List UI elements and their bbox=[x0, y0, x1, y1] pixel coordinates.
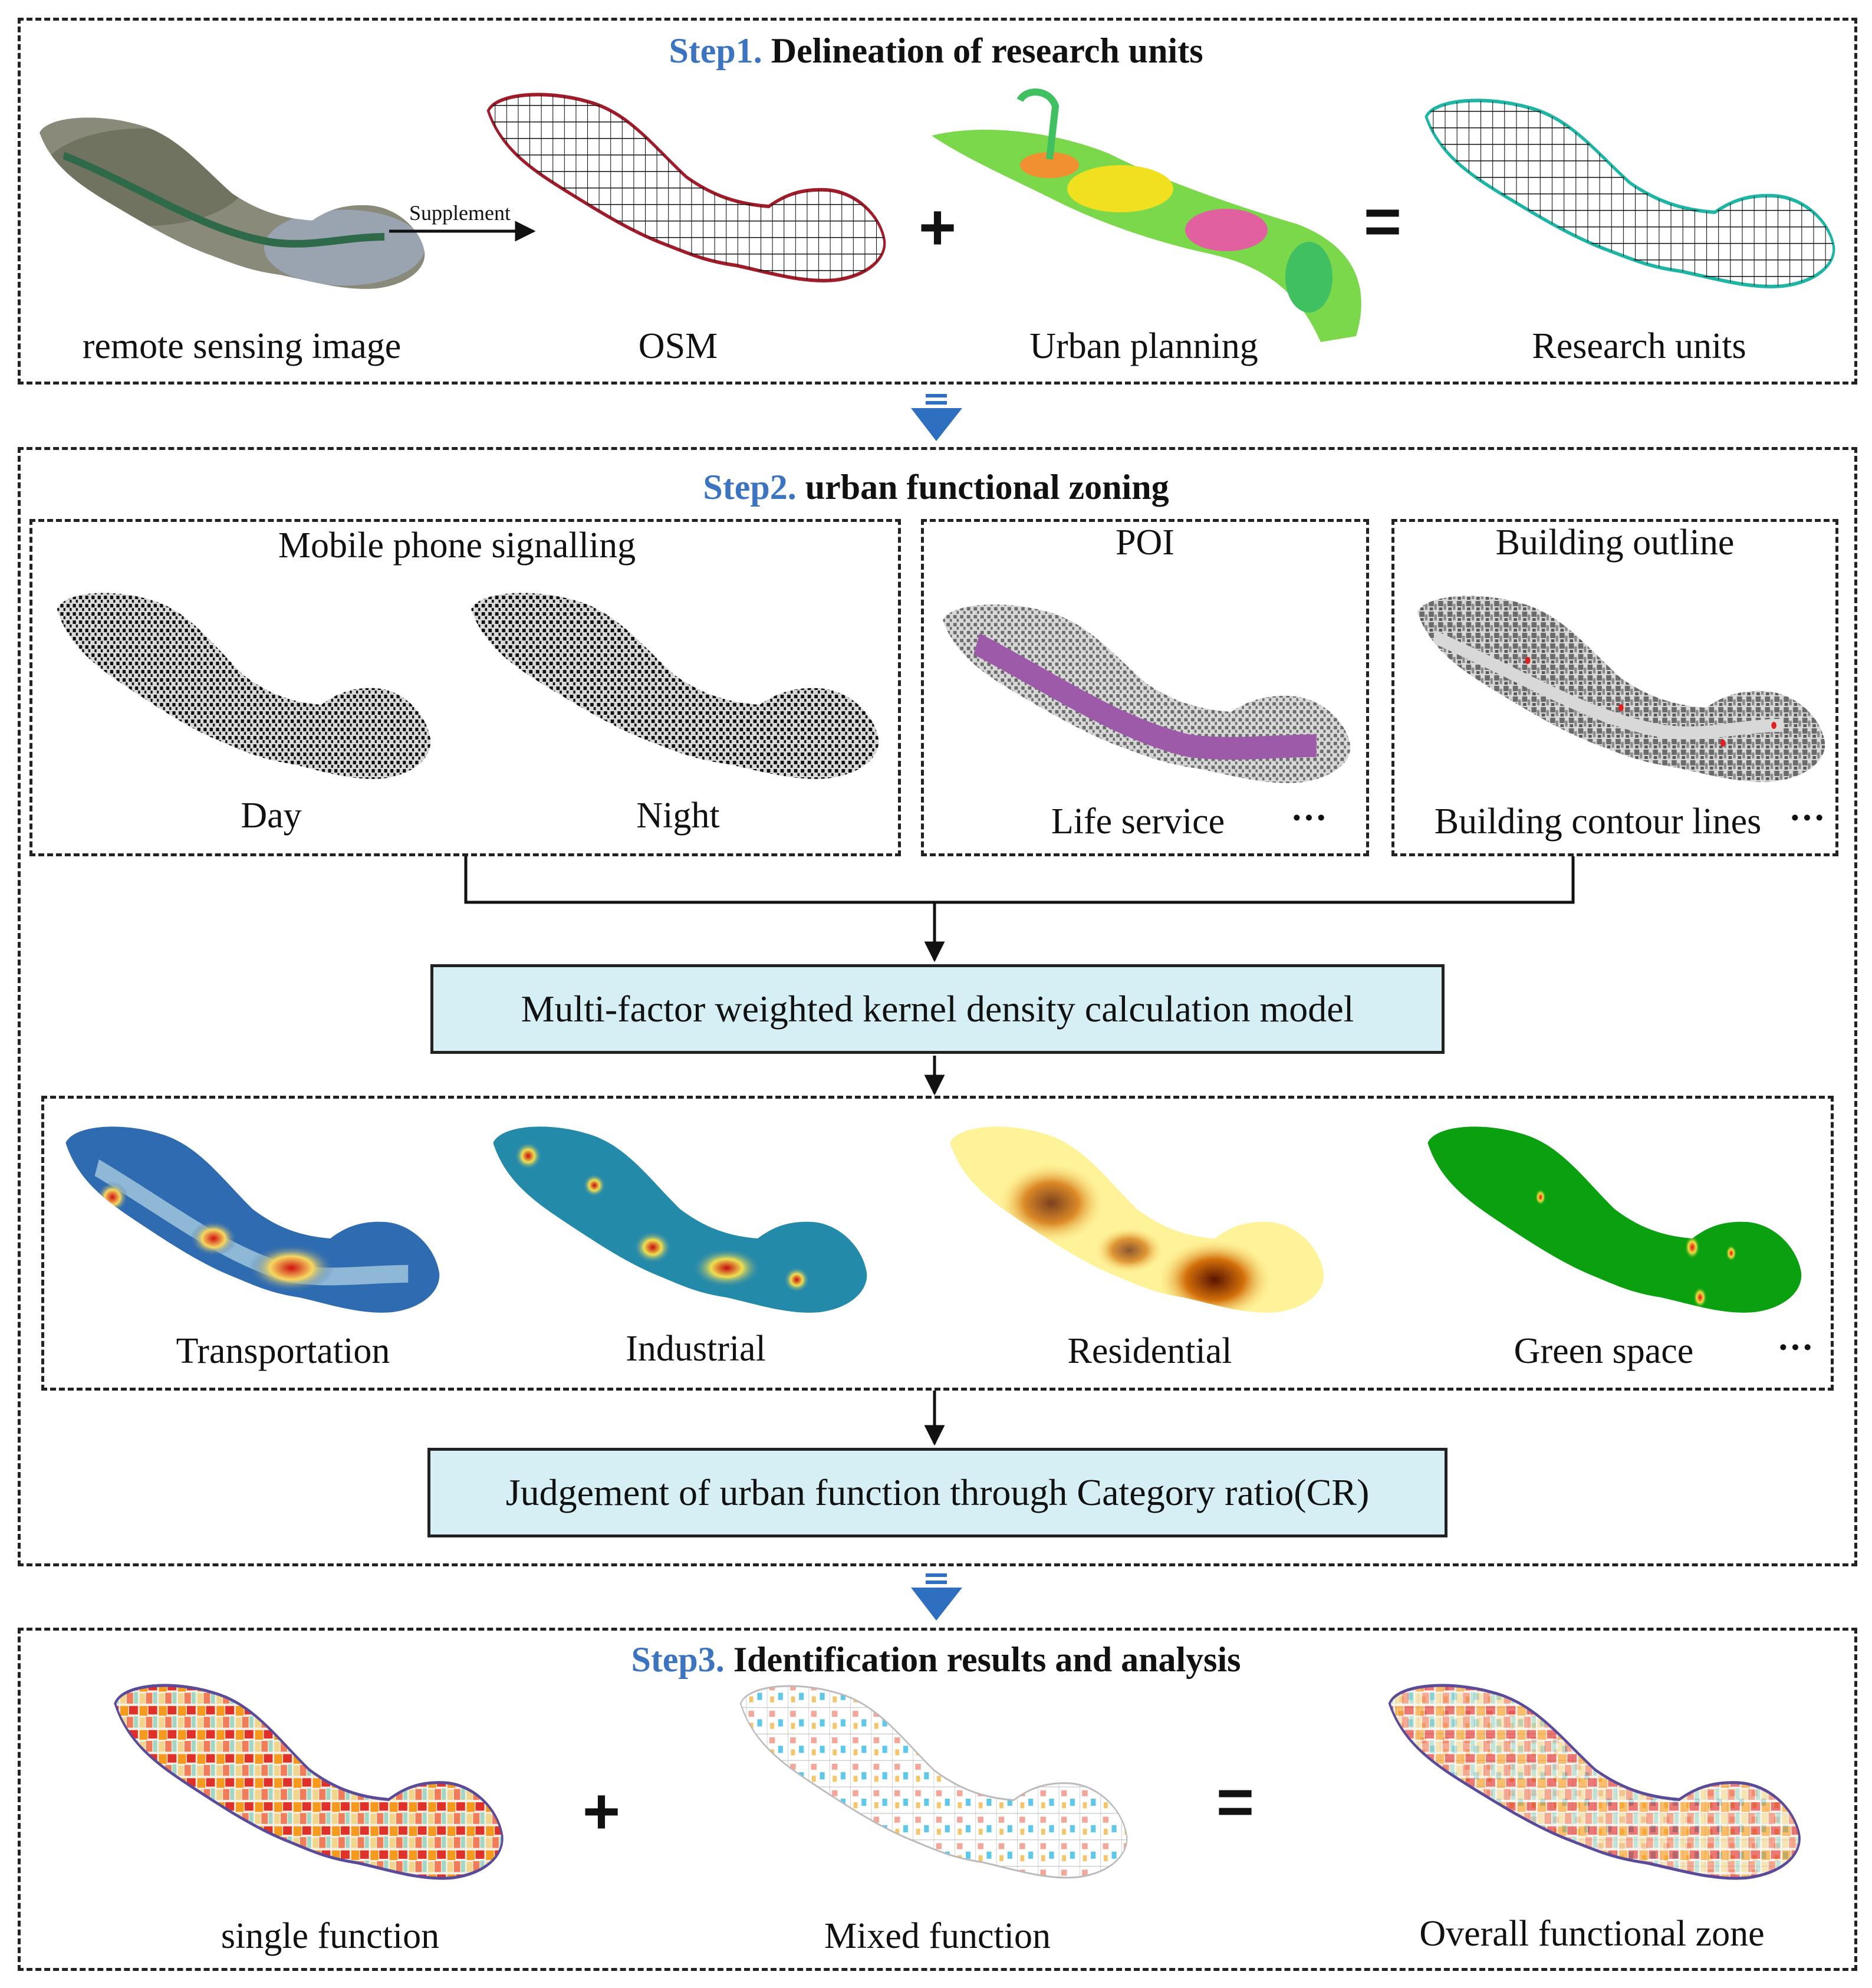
mixed-function-map bbox=[725, 1681, 1126, 1879]
step3-number: Step3. bbox=[631, 1640, 725, 1679]
supplement-label: Supplement bbox=[409, 201, 511, 225]
building-outline-map bbox=[1417, 596, 1825, 782]
mixed-function-label: Mixed function bbox=[824, 1916, 1051, 1956]
building-outline-title: Building outline bbox=[1495, 523, 1735, 563]
step2-heading: Step2. urban functional zoning bbox=[0, 467, 1872, 508]
density-subframe bbox=[41, 1096, 1834, 1391]
step1-title: Delineation of research units bbox=[771, 31, 1203, 70]
urban-planning-map bbox=[932, 88, 1361, 342]
transportation-label: Transportation bbox=[176, 1331, 390, 1371]
day-label: Day bbox=[241, 796, 302, 836]
overall-zone-map bbox=[1374, 1681, 1798, 1879]
life-service-label: Life service bbox=[1051, 801, 1225, 842]
green-space-density-map bbox=[1427, 1126, 1802, 1313]
industrial-density-map bbox=[493, 1126, 867, 1313]
step-arrow-1 bbox=[911, 394, 962, 441]
residential-density-map bbox=[950, 1126, 1324, 1313]
research-units-label: Research units bbox=[1532, 326, 1746, 366]
mobile-subframe bbox=[29, 519, 901, 856]
building-contour-label: Building contour lines bbox=[1434, 801, 1762, 842]
step3-heading: Step3. Identification results and analys… bbox=[0, 1639, 1872, 1680]
poi-title: POI bbox=[1116, 523, 1174, 563]
single-function-label: single function bbox=[221, 1916, 440, 1956]
mobile-signalling-title: Mobile phone signalling bbox=[278, 525, 636, 566]
step2-frame bbox=[18, 447, 1857, 1566]
remote-sensing-label: remote sensing image bbox=[82, 326, 402, 366]
green-space-label: Green space bbox=[1514, 1331, 1694, 1371]
step1-heading: Step1. Delineation of research units bbox=[0, 31, 1872, 71]
step3-title: Identification results and analysis bbox=[733, 1640, 1241, 1679]
osm-map bbox=[472, 88, 884, 283]
building-more-ellipsis: ··· bbox=[1788, 798, 1826, 838]
poi-more-ellipsis: ··· bbox=[1290, 798, 1328, 838]
industrial-label: Industrial bbox=[626, 1329, 766, 1369]
density-more-ellipsis: ··· bbox=[1776, 1327, 1814, 1368]
building-subframe bbox=[1391, 519, 1838, 856]
step2-number: Step2. bbox=[703, 468, 797, 507]
night-label: Night bbox=[636, 796, 720, 836]
poi-map bbox=[942, 604, 1351, 783]
overall-zone-label: Overall functional zone bbox=[1419, 1914, 1765, 1954]
poi-subframe bbox=[921, 519, 1369, 856]
urban-planning-label: Urban planning bbox=[1029, 326, 1258, 366]
single-function-map bbox=[100, 1681, 501, 1879]
step-arrow-2 bbox=[911, 1573, 962, 1621]
category-ratio-box: Judgement of urban function through Cate… bbox=[427, 1448, 1447, 1537]
residential-label: Residential bbox=[1067, 1331, 1232, 1371]
kde-model-box: Multi-factor weighted kernel density cal… bbox=[430, 964, 1445, 1054]
step1-frame bbox=[18, 18, 1857, 385]
step3-frame bbox=[18, 1628, 1857, 1971]
step3-plus-sign: + bbox=[582, 1775, 621, 1848]
osm-label: OSM bbox=[638, 326, 718, 366]
step1-number: Step1. bbox=[669, 31, 762, 70]
merge-connector bbox=[464, 856, 1575, 1446]
remote-sensing-map bbox=[40, 117, 425, 289]
step2-title: urban functional zoning bbox=[805, 468, 1169, 507]
day-signal-map bbox=[57, 593, 431, 779]
equals-sign: = bbox=[1363, 185, 1402, 258]
research-units-map bbox=[1409, 94, 1834, 289]
plus-sign: + bbox=[918, 191, 957, 264]
step3-equals-sign: = bbox=[1216, 1766, 1255, 1838]
night-signal-map bbox=[471, 593, 879, 779]
transportation-density-map bbox=[65, 1126, 440, 1313]
